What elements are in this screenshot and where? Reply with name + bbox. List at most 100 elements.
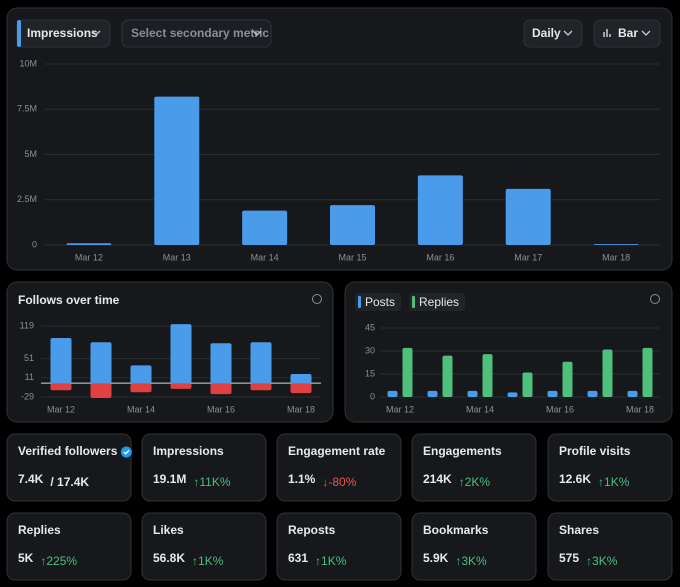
stat-change: ↑1K% — [192, 554, 224, 568]
stat-change: ↑225% — [40, 554, 77, 568]
legend-swatch — [412, 296, 416, 308]
y-tick-label: -29 — [21, 391, 34, 401]
dropdown-box[interactable] — [121, 19, 272, 48]
primary-metric-dropdown[interactable]: Impressions — [16, 19, 111, 48]
stat-change: ↑11K% — [193, 475, 230, 489]
x-tick-label: Mar 15 — [338, 252, 366, 262]
stat-label: Shares — [559, 523, 599, 537]
stat-label: Replies — [18, 523, 61, 537]
stat-label: Impressions — [153, 444, 224, 458]
legend-label[interactable]: Replies — [419, 295, 459, 309]
bar — [427, 390, 438, 397]
dropdown-box[interactable] — [523, 19, 583, 48]
dropdown-box[interactable] — [593, 19, 661, 48]
chevron — [252, 30, 262, 36]
stat-card — [276, 512, 402, 581]
stat-label: Bookmarks — [423, 523, 489, 537]
posts-replies-panel — [344, 281, 673, 423]
stat-value: 56.8K — [153, 551, 185, 565]
stat-card — [547, 433, 673, 502]
y-tick-label: 119 — [20, 320, 34, 330]
bar — [290, 383, 312, 394]
y-tick-label: 0 — [370, 391, 375, 401]
y-tick-label: 30 — [365, 345, 375, 355]
bar — [562, 361, 573, 397]
verified-badge — [120, 446, 132, 458]
bar — [130, 365, 152, 384]
bar — [90, 383, 112, 398]
stat-label: Likes — [153, 523, 184, 537]
dropdown-label[interactable]: Impressions — [27, 26, 98, 40]
chevron — [641, 30, 651, 36]
x-tick-label: Mar 18 — [626, 404, 654, 414]
bar — [505, 188, 551, 245]
info-icon[interactable] — [312, 294, 660, 304]
secondary-metric-dropdown[interactable]: Select secondary metric — [121, 19, 272, 48]
bar — [467, 390, 478, 397]
bar — [602, 349, 613, 397]
stat-value: 214K — [423, 472, 452, 486]
bar — [627, 390, 638, 397]
stat-value: 5.9K — [423, 551, 449, 565]
x-tick-label: Mar 18 — [602, 252, 630, 262]
bar — [482, 354, 493, 397]
bar — [593, 244, 639, 245]
stat-value: 575 — [559, 551, 579, 565]
x-tick-label: Mar 16 — [426, 252, 454, 262]
verified-check — [123, 449, 130, 455]
stat-value: 12.6K — [559, 472, 591, 486]
stat-change: ↑1K% — [315, 554, 347, 568]
bar — [417, 175, 463, 245]
x-tick-label: Mar 16 — [207, 404, 235, 414]
stat-value: 19.1M — [153, 472, 186, 486]
y-tick-label: 45 — [365, 322, 375, 332]
bar — [154, 96, 200, 245]
x-tick-label: Mar 12 — [75, 252, 103, 262]
stat-card — [6, 433, 132, 502]
bar — [547, 390, 558, 397]
chart-title: Follows over time — [18, 293, 120, 307]
y-tick-label: 15 — [365, 368, 375, 378]
dropdown-label[interactable]: Select secondary metric — [131, 26, 269, 40]
legend-swatch — [358, 296, 361, 308]
info-circle[interactable] — [312, 294, 322, 304]
bar — [330, 205, 375, 245]
x-tick-label: Mar 14 — [251, 252, 279, 262]
bar — [210, 343, 232, 384]
y-tick-label: 10M — [19, 58, 37, 68]
stat-card — [6, 512, 132, 581]
info-circle[interactable] — [650, 294, 660, 304]
x-tick-label: Mar 17 — [514, 252, 542, 262]
bar — [50, 383, 72, 391]
dropdown-label[interactable]: Daily — [532, 26, 561, 40]
y-tick-label: 11 — [25, 372, 34, 382]
stat-card — [411, 433, 537, 502]
x-tick-label: Mar 12 — [386, 404, 414, 414]
bar — [242, 210, 288, 245]
bar — [442, 355, 453, 397]
bar — [290, 373, 312, 384]
chart-style-dropdown[interactable]: Bar — [593, 19, 661, 48]
bar — [130, 383, 152, 393]
bar — [90, 342, 112, 384]
stat-card — [547, 512, 673, 581]
stat-label: Engagements — [423, 444, 502, 458]
accent — [17, 20, 21, 47]
chevron — [563, 30, 573, 36]
bar — [507, 392, 518, 397]
stat-card — [276, 433, 402, 502]
bar — [250, 383, 272, 391]
y-tick-label: 51 — [24, 353, 34, 363]
bar — [387, 390, 398, 397]
legend-label[interactable]: Posts — [365, 295, 395, 309]
bar — [250, 342, 272, 384]
dropdown-label[interactable]: Bar — [618, 26, 638, 40]
stat-change: ↓-80% — [322, 475, 356, 489]
x-tick-label: Mar 12 — [47, 404, 75, 414]
bar-icon — [603, 29, 611, 37]
interval-dropdown[interactable]: Daily — [523, 19, 583, 48]
stat-value: 1.1% — [288, 472, 316, 486]
stat-card — [141, 433, 267, 502]
bar — [642, 347, 653, 397]
